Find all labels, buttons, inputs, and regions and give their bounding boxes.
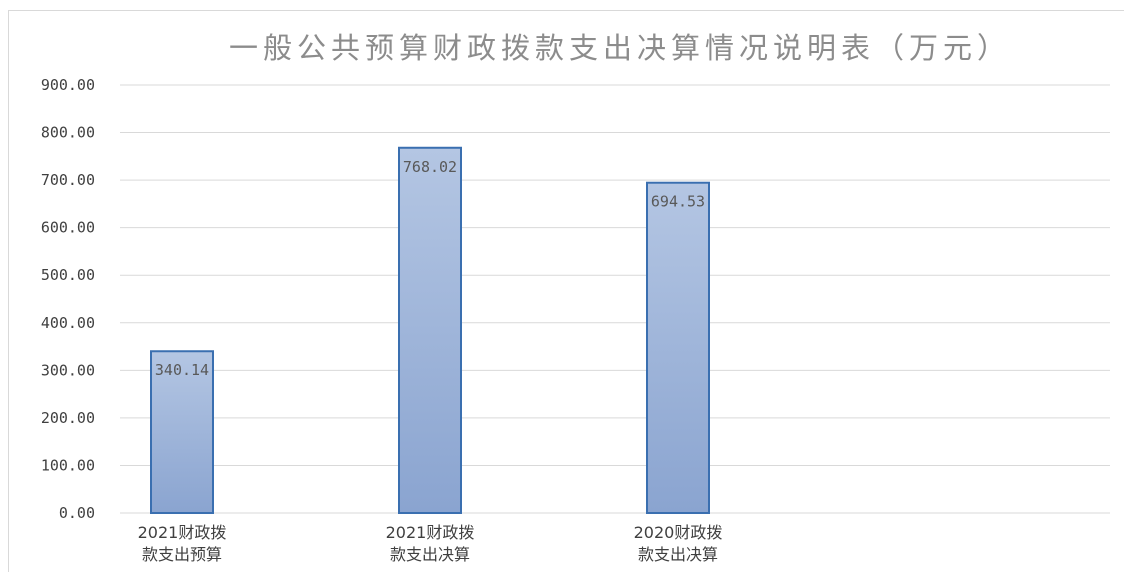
x-tick-label: 款支出预算	[142, 545, 222, 564]
x-tick-label: 款支出决算	[638, 545, 718, 564]
x-tick-label: 2021财政拨	[386, 523, 475, 542]
bars	[150, 146, 710, 514]
data-label: 340.14	[155, 361, 209, 379]
bar	[150, 350, 214, 514]
y-tick-label: 900.00	[41, 76, 95, 94]
y-tick-label: 100.00	[41, 456, 95, 474]
y-tick-label: 400.00	[41, 314, 95, 332]
bar	[646, 181, 710, 514]
data-label: 768.02	[403, 158, 457, 176]
y-tick-label: 700.00	[41, 171, 95, 189]
y-tick-label: 300.00	[41, 361, 95, 379]
bar	[398, 146, 462, 514]
x-tick-label: 2020财政拨	[634, 523, 723, 542]
y-tick-label: 600.00	[41, 219, 95, 237]
y-tick-label: 500.00	[41, 266, 95, 284]
y-tick-label: 800.00	[41, 124, 95, 142]
x-tick-label: 2021财政拨	[138, 523, 227, 542]
chart-title: 一般公共预算财政拨款支出决算情况说明表（万元）	[229, 31, 1011, 65]
gridlines	[120, 84, 1110, 514]
data-label: 694.53	[651, 193, 705, 211]
x-tick-label: 款支出决算	[390, 545, 470, 564]
chart-frame	[8, 10, 1124, 572]
y-axis-ticks: 0.00 100.00 200.00 300.00 400.00 500.00 600.00…	[41, 76, 95, 522]
y-tick-label: 0.00	[59, 504, 95, 522]
data-labels: 340.14 768.02 694.53	[155, 158, 705, 379]
y-tick-label: 200.00	[41, 409, 95, 427]
